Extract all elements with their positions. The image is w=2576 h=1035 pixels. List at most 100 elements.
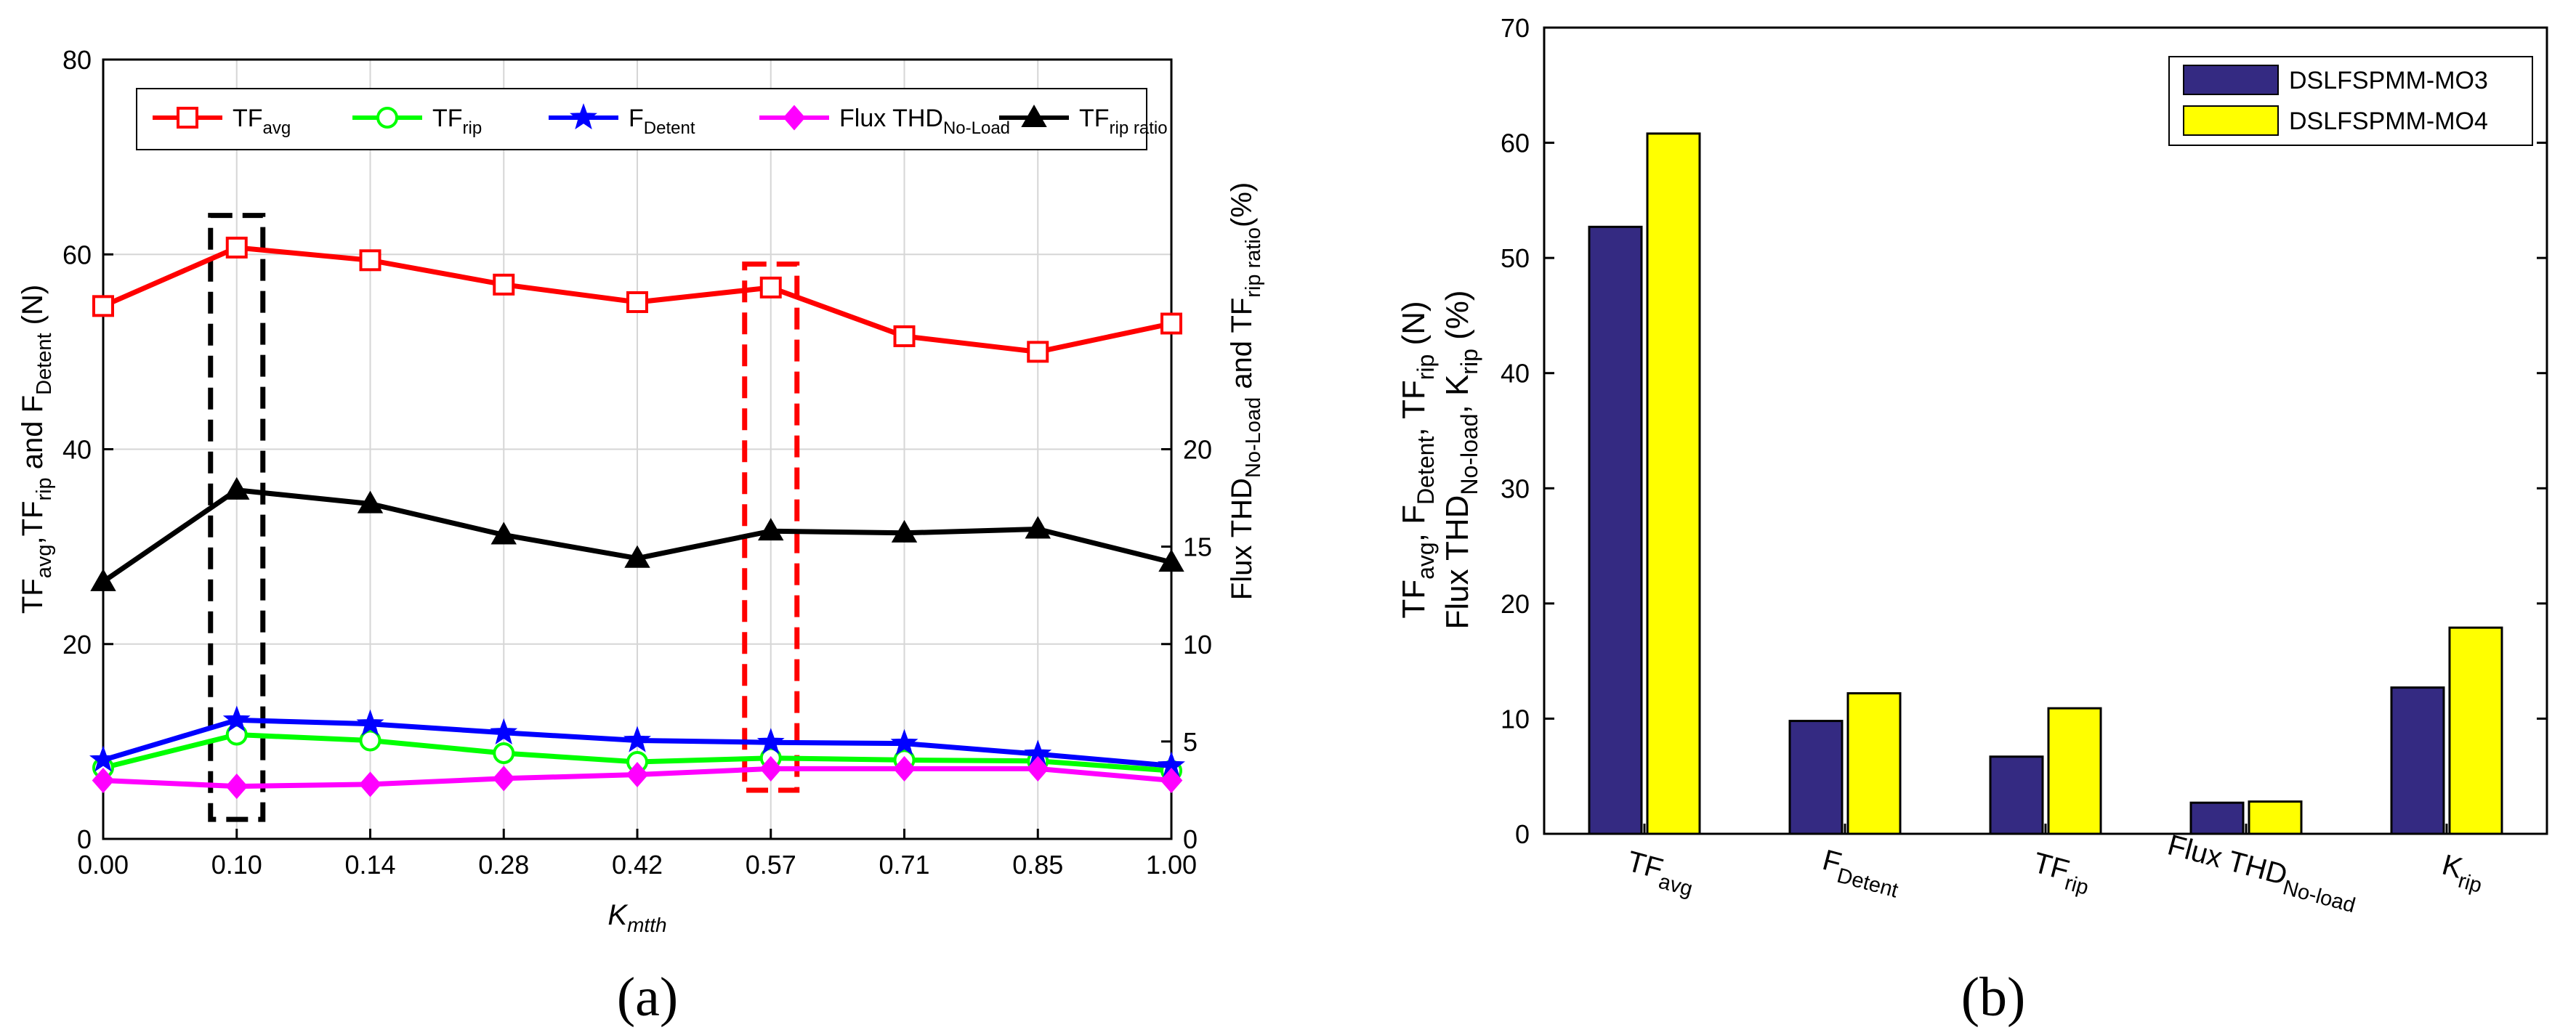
- chart-a-point: [626, 761, 649, 787]
- chart-a-point: [1025, 516, 1051, 539]
- chart-b-xtick-label: FDetent: [1817, 844, 1905, 903]
- chart-a-point: [92, 295, 114, 317]
- chart-b-legend-label: DSLFSPMM-MO3: [2289, 67, 2488, 94]
- chart-a-point: [359, 249, 381, 272]
- chart-b-bar: [1846, 692, 1902, 835]
- chart-a-point: [1160, 768, 1183, 794]
- chart-a-ylabel-right: Flux THDNo-Load and TFrip ratio(%): [1226, 182, 1265, 600]
- chart-a-point: [490, 718, 518, 744]
- chart-b-ylabel-line1-part: avg: [1413, 542, 1439, 580]
- chart-a-xtick-label: 0.28: [478, 850, 529, 880]
- chart-b-xtick-label-part: Flux THD: [2164, 829, 2290, 891]
- chart-a-point: [224, 476, 250, 500]
- chart-a-legend-label-part: TF: [1079, 105, 1110, 132]
- chart-a-point: [222, 705, 251, 732]
- chart-a-ylabel-right-part: (%): [1226, 182, 1258, 227]
- chart-a-legend-label: Flux THDNo-Load: [839, 105, 1010, 138]
- chart-b-bar: [2390, 686, 2445, 835]
- chart-a-y2tick-label: 10: [1183, 630, 1212, 659]
- chart-a-point: [92, 768, 115, 794]
- chart-b-xtick-label: TFrip: [2028, 847, 2095, 900]
- chart-a-legend: TFavg TFrip FDetent Flux THDNo-Load TFrip ra…: [136, 88, 1168, 150]
- chart-b-xtick-label-part: avg: [1656, 870, 1695, 901]
- chart-a-ylabel-right-part: rip ratio: [1242, 227, 1265, 298]
- chart-a-point: [759, 755, 783, 782]
- chart-a-ylabel-left-part: avg: [33, 545, 56, 579]
- chart-a-ytick-label: 20: [62, 630, 92, 659]
- chart-b-bar: [2047, 707, 2102, 835]
- chart-a-point: [891, 519, 918, 543]
- chart-a-point: [356, 709, 384, 736]
- chart-b-ytick-label: 60: [1501, 129, 1530, 158]
- chart-a-ytick-label: 60: [62, 240, 92, 269]
- chart-a-ylabel-left-part: Detent: [33, 333, 56, 394]
- chart-a-ylabel-left-part: rip: [33, 477, 56, 500]
- chart-b-panel-label: (b): [1961, 967, 2026, 1028]
- chart-b-legend: DSLFSPMM-MO3 DSLFSPMM-MO4: [2168, 56, 2533, 146]
- chart-b-bar: [2189, 801, 2245, 835]
- chart-a-ylabel-left-part: (N): [17, 285, 49, 333]
- chart-b-ylabel-line1-part: , F: [1396, 505, 1432, 542]
- chart-b-ylabel-line1-part: , TF: [1396, 380, 1432, 436]
- chart-a-xtick-label: 0.42: [612, 850, 663, 880]
- chart-a-point: [357, 490, 384, 514]
- chart-a-point: [225, 774, 249, 800]
- chart-b-legend-label: DSLFSPMM-MO4: [2289, 107, 2488, 135]
- chart-a-point: [359, 729, 381, 752]
- chart-a-xtick-label: 0.10: [211, 850, 262, 880]
- chart-b-ytick-label: 0: [1515, 819, 1530, 849]
- chart-b-bar: [1646, 132, 1701, 835]
- chart-a-legend-label-part: F: [629, 105, 644, 132]
- chart-a-point: [759, 276, 782, 299]
- chart-a-xtick-label: 0.14: [344, 850, 395, 880]
- chart-b-bar: [1588, 225, 1643, 835]
- chart-b-ytick-label: 50: [1501, 243, 1530, 273]
- chart-a-point: [756, 728, 785, 755]
- chart-a-panel-label: (a): [617, 967, 678, 1028]
- chart-b-ytick-label: 30: [1501, 474, 1530, 503]
- chart-b-ytick-label: 20: [1501, 589, 1530, 619]
- chart-b-xtick-label-part: rip: [2455, 869, 2484, 898]
- chart-b-legend-swatch: [2183, 65, 2279, 95]
- chart-a-ytick-label: 40: [62, 435, 92, 465]
- chart-a-point: [890, 728, 918, 755]
- chart-a: 0 20 40 60 80 0 5 10 15 20 0.00 0.10 0.14 0.28 0.42 0.5…: [17, 45, 1265, 1028]
- chart-a-point: [893, 325, 916, 347]
- chart-a-xtick-label: 0.71: [879, 850, 929, 880]
- chart-a-point: [1160, 312, 1182, 335]
- chart-a-point: [225, 236, 248, 259]
- chart-a-ylabel-left: TFavg,TFrip and FDetent (N): [17, 285, 56, 614]
- chart-a-ylabel-right-part: Flux THD: [1226, 478, 1258, 600]
- chart-a-legend-label-part: rip ratio: [1110, 118, 1168, 138]
- chart-a-xlabel: Kmtth: [607, 899, 666, 936]
- chart-b-ylabel-line2-part: Flux THD: [1440, 495, 1475, 630]
- chart-a-legend-label-part: TF: [432, 105, 463, 132]
- chart-a-point: [1027, 341, 1049, 363]
- chart-a-point: [623, 726, 651, 752]
- chart-b-ylabel-line2: Flux THDNo-load, Krip (%): [1440, 290, 1482, 629]
- chart-a-legend-label: TFavg: [233, 105, 291, 138]
- chart-b-ylabel-line1-part: Detent: [1413, 437, 1439, 505]
- chart-a-legend-marker: [1021, 104, 1047, 127]
- chart-a-point: [1158, 549, 1184, 572]
- chart-a-ylabel-left-part: TF: [17, 578, 49, 614]
- chart-a-ylabel-left-part: and F: [17, 395, 49, 477]
- chart-b-xtick-label-part: rip: [2062, 872, 2091, 900]
- chart-a-legend-marker: [177, 107, 198, 129]
- chart-b-ytick-label: 70: [1501, 13, 1530, 43]
- chart-a-point: [490, 521, 517, 545]
- chart-a-point: [89, 745, 117, 772]
- chart-b-ylabel-line1-part: (N): [1396, 301, 1432, 354]
- chart-a-legend-label: TFrip: [432, 105, 482, 138]
- chart-a-y2tick-label: 20: [1183, 435, 1212, 465]
- chart-b-legend-swatch: [2183, 105, 2279, 136]
- chart-b-xtick-label: TFavg: [1622, 845, 1699, 901]
- chart-b-ylabel-line1-part: TF: [1396, 580, 1432, 619]
- chart-a-legend-label-part: avg: [263, 118, 291, 138]
- chart-a-xtick-label: 0.00: [78, 850, 129, 880]
- chart-a-legend-marker: [783, 105, 806, 131]
- chart-a-point: [492, 766, 515, 792]
- chart-b-bar: [1989, 755, 2044, 835]
- chart-a-point: [893, 755, 916, 782]
